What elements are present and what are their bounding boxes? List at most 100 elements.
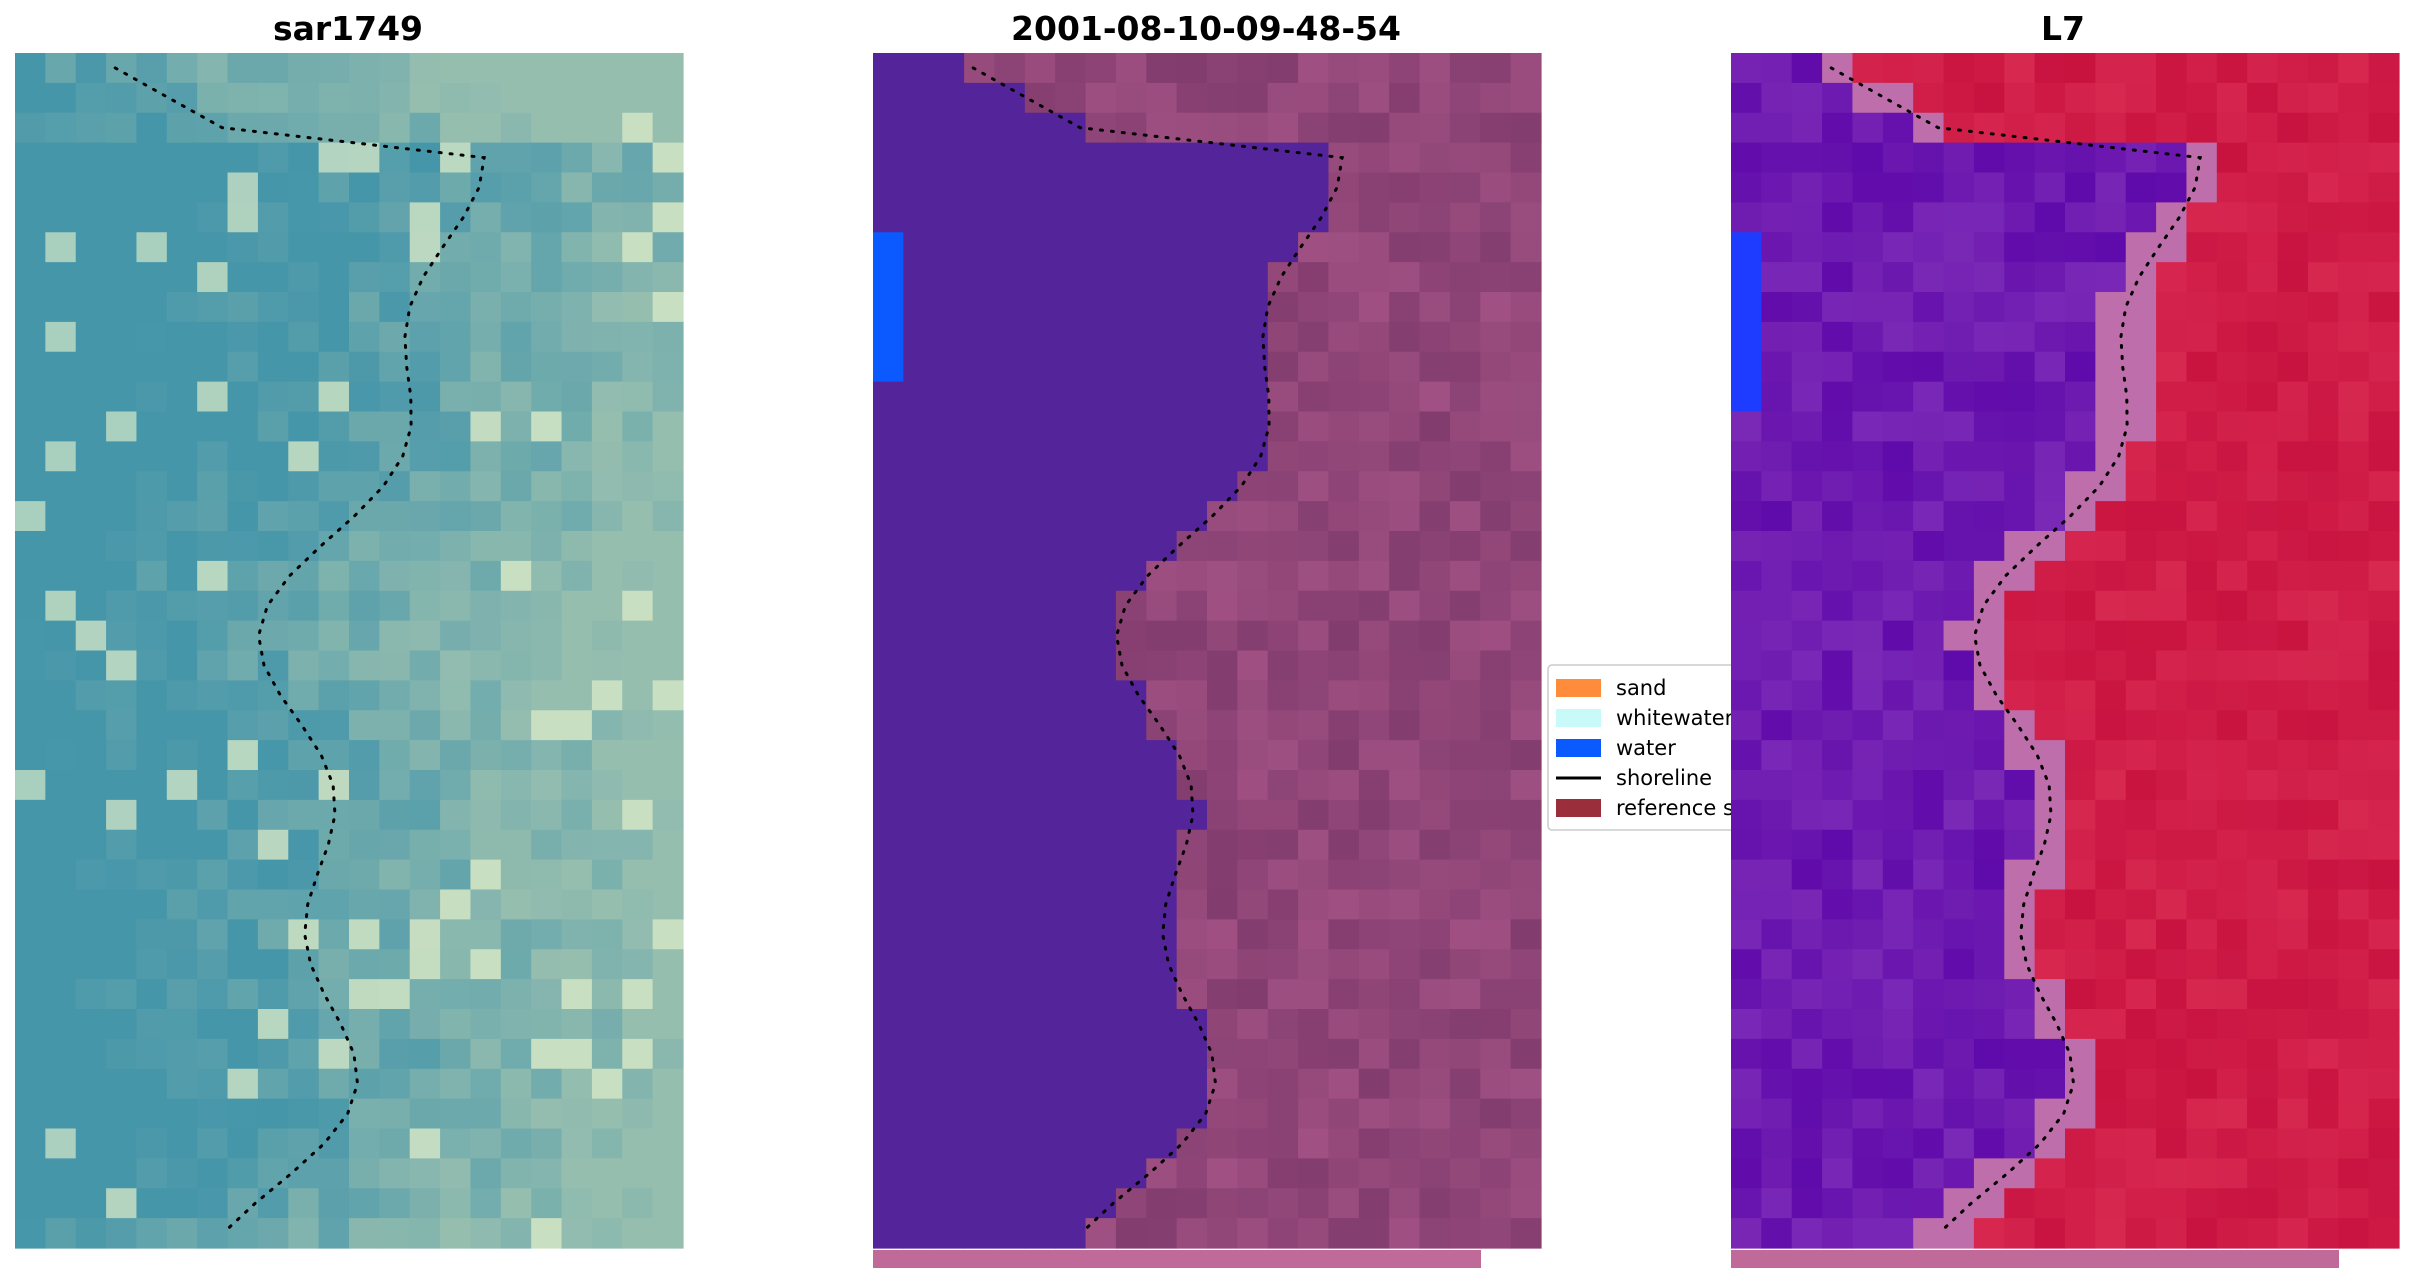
pixel-cell	[1943, 1158, 1975, 1189]
pixel-cell	[561, 829, 593, 861]
pixel-cell	[1024, 82, 1056, 114]
pixel-cell	[318, 799, 350, 831]
pixel-cell	[2338, 770, 2370, 801]
pixel-cell	[1146, 590, 1178, 622]
pixel-cell	[1913, 799, 1945, 831]
pixel-cell	[2095, 1038, 2127, 1070]
pixel-cell	[1024, 889, 1056, 920]
pixel-cell	[197, 1009, 229, 1040]
pixel-cell	[318, 411, 350, 442]
pixel-cell	[2034, 620, 2066, 652]
pixel-cell	[1852, 979, 1884, 1010]
pixel-cell	[1389, 381, 1421, 413]
pixel-cell	[318, 889, 350, 920]
pixel-cell	[45, 1068, 77, 1100]
pixel-cell	[1328, 531, 1360, 562]
pixel-cell	[2338, 620, 2370, 652]
pixel-cell	[45, 1098, 77, 1130]
pixel-cell	[1852, 292, 1884, 323]
pixel-cell	[75, 1158, 107, 1189]
pixel-cell	[1973, 979, 2005, 1010]
pixel-cell	[2338, 471, 2370, 502]
pixel-cell	[2307, 351, 2339, 383]
pixel-cell	[994, 889, 1026, 920]
pixel-cell	[1761, 949, 1793, 980]
pixel-cell	[500, 859, 532, 891]
pixel-cell	[136, 1128, 168, 1159]
pixel-cell	[2247, 381, 2279, 413]
pixel-cell	[1973, 172, 2005, 203]
pixel-cell	[1237, 1188, 1269, 1219]
pixel-cell	[409, 441, 441, 472]
pixel-cell	[1852, 142, 1884, 174]
pixel-cell	[166, 321, 198, 353]
pixel-cell	[75, 710, 107, 741]
pixel-cell	[2216, 1009, 2248, 1040]
pixel-cell	[1480, 590, 1512, 622]
pixel-cell	[1761, 112, 1793, 144]
pixel-cell	[652, 441, 684, 472]
pixel-cell	[2338, 889, 2370, 920]
pixel-cell	[1055, 590, 1087, 622]
pixel-cell	[2307, 381, 2339, 413]
pixel-cell	[1822, 112, 1854, 144]
pixel-cell	[1358, 829, 1390, 861]
pixel-cell	[1389, 53, 1421, 84]
pixel-cell	[1852, 859, 1884, 891]
pixel-cell	[652, 142, 684, 174]
pixel-cell	[2034, 919, 2066, 950]
pixel-cell	[1328, 650, 1360, 681]
pixel-cell	[288, 1098, 320, 1130]
pixel-cell	[1298, 501, 1330, 532]
pixel-cell	[1943, 53, 1975, 84]
pixel-cell	[1024, 620, 1056, 652]
pixel-cell	[1913, 949, 1945, 980]
pixel-cell	[1943, 919, 1975, 950]
pixel-cell	[1024, 1128, 1056, 1159]
pixel-cell	[166, 411, 198, 442]
pixel-cell	[2338, 381, 2370, 413]
pixel-cell	[622, 620, 654, 652]
pixel-cell	[136, 232, 168, 263]
pixel-cell	[1055, 1009, 1087, 1040]
pixel-cell	[197, 919, 229, 950]
pixel-cell	[440, 531, 472, 562]
pixel-cell	[1207, 770, 1238, 801]
pixel-cell	[2338, 411, 2370, 442]
pixel-cell	[2368, 1158, 2400, 1189]
pixel-cell	[2125, 1188, 2157, 1219]
pixel-cell	[2065, 829, 2096, 861]
pixel-cell	[1146, 351, 1178, 383]
pixel-cell	[318, 232, 350, 263]
pixel-cell	[166, 381, 198, 413]
pixel-cell	[1389, 351, 1421, 383]
pixel-cell	[15, 1158, 46, 1189]
pixel-cell	[1449, 770, 1481, 801]
pixel-cell	[1419, 501, 1451, 532]
pixel-cell	[2186, 411, 2218, 442]
pixel-cell	[933, 232, 965, 263]
pixel-cell	[45, 1188, 77, 1219]
pixel-cell	[1176, 1009, 1208, 1040]
pixel-cell	[227, 202, 259, 233]
pixel-cell	[2034, 1158, 2066, 1189]
pixel-cell	[470, 501, 502, 532]
pixel-cell	[2156, 590, 2188, 622]
pixel-cell	[197, 1158, 229, 1189]
pixel-cell	[2004, 202, 2036, 233]
pixel-cell	[1207, 1068, 1238, 1100]
pixel-cell	[1449, 292, 1481, 323]
pixel-cell	[622, 142, 654, 174]
pixel-cell	[2307, 680, 2339, 711]
pixel-cell	[2095, 53, 2127, 84]
pixel-cell	[1731, 680, 1762, 711]
pixel-cell	[440, 292, 472, 323]
pixel-cell	[2216, 1128, 2248, 1159]
pixel-cell	[1358, 919, 1390, 950]
pixel-cell	[873, 1128, 904, 1159]
pixel-cell	[2004, 53, 2036, 84]
pixel-cell	[440, 1068, 472, 1100]
pixel-cell	[1822, 650, 1854, 681]
pixel-cell	[964, 859, 996, 891]
pixel-cell	[1822, 321, 1854, 353]
